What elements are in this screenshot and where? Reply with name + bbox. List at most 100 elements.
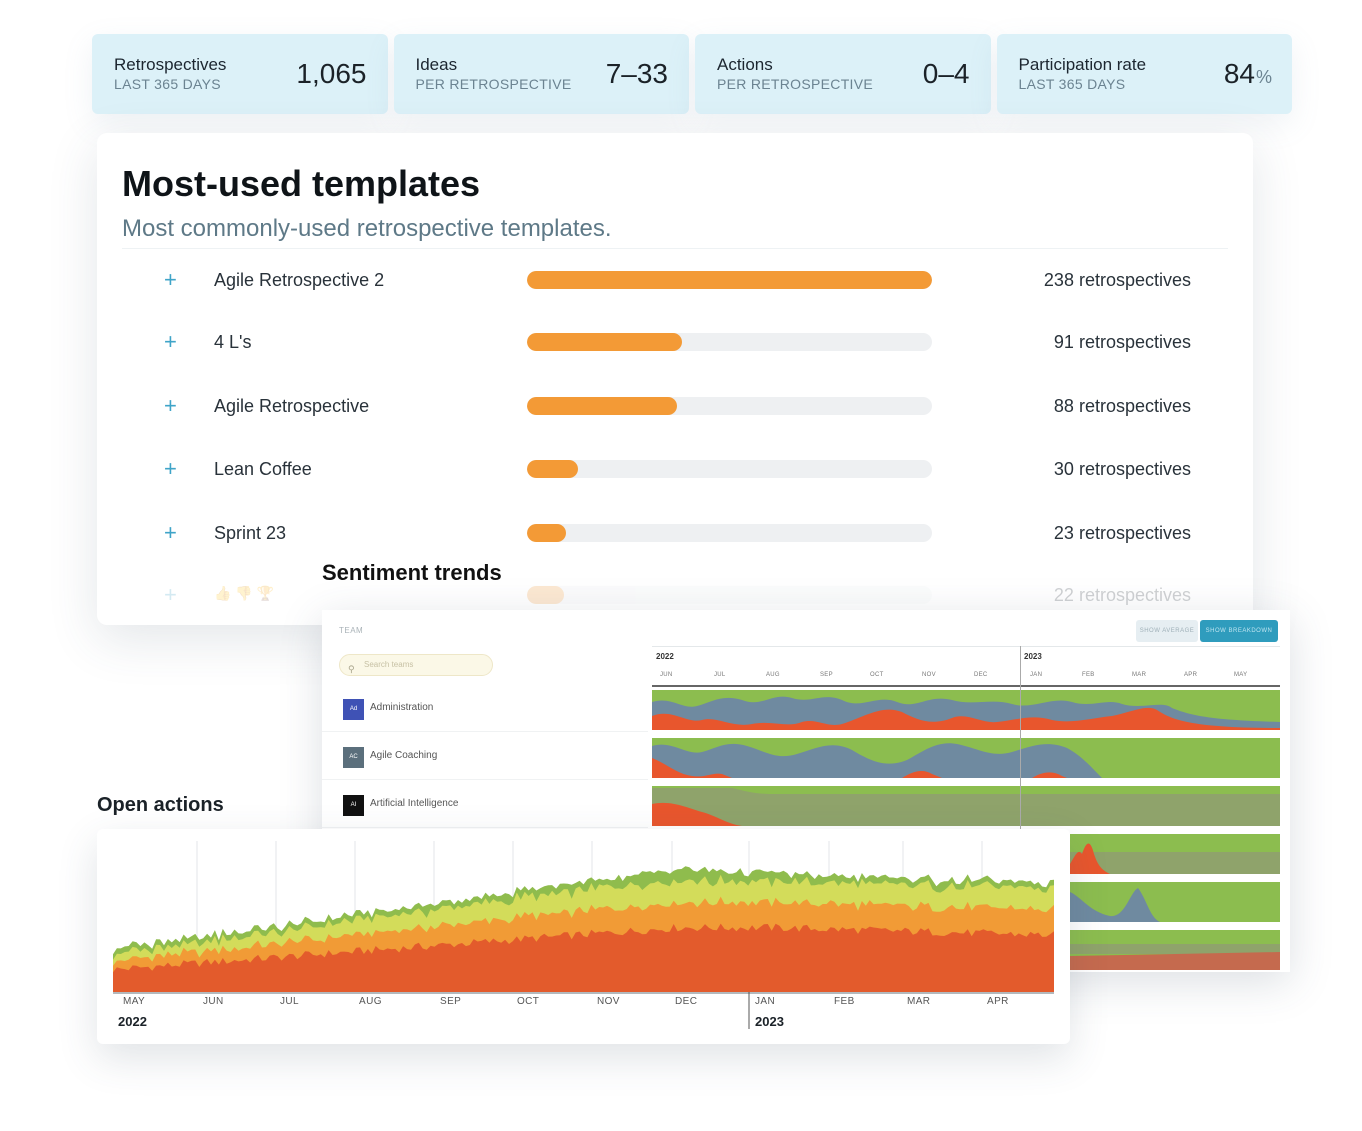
expand-plus-icon[interactable]: +	[164, 456, 177, 481]
templates-title: Most-used templates	[122, 163, 481, 204]
stat-label: Retrospectives	[114, 54, 227, 74]
stat-unit: %	[1255, 67, 1272, 87]
team-row[interactable]: AI Artificial Intelligence	[322, 782, 648, 828]
template-usage-bar	[527, 271, 932, 289]
stat-sublabel: LAST 365 DAYS	[1018, 75, 1126, 92]
expand-plus-icon[interactable]: +	[164, 582, 177, 607]
expand-plus-icon[interactable]: +	[164, 329, 177, 354]
template-name: Agile Retrospective 2	[214, 270, 385, 290]
month-label: APR	[987, 996, 1009, 1007]
month-label: JUN	[660, 672, 673, 678]
expand-plus-icon[interactable]: +	[164, 520, 177, 545]
sentiment-stream-artificial-intelligence	[652, 786, 1280, 826]
template-row[interactable]: + Lean Coffee 30 retrospectives	[97, 454, 1253, 484]
template-usage-fill	[527, 271, 932, 289]
divider	[122, 248, 1228, 249]
expand-plus-icon[interactable]: +	[164, 267, 177, 292]
template-usage-fill	[527, 397, 677, 415]
template-row[interactable]: + Agile Retrospective 88 retrospectives	[97, 391, 1253, 421]
series-red	[113, 923, 1054, 992]
template-usage-fill	[527, 460, 579, 478]
month-label: MAR	[907, 996, 931, 1007]
stat-value: 84	[1223, 58, 1255, 89]
stat-card-actions: Actions PER RETROSPECTIVE 0–4	[695, 34, 991, 114]
template-row[interactable]: + 4 L's 91 retrospectives	[97, 327, 1253, 357]
template-row[interactable]: + Agile Retrospective 2 238 retrospectiv…	[97, 265, 1253, 295]
month-label: NOV	[922, 672, 936, 678]
template-name: 👍👎🏆	[214, 585, 279, 601]
team-avatar: AC	[343, 747, 364, 768]
template-usage-fill	[527, 333, 682, 351]
neutral-band	[1070, 944, 1280, 954]
team-search-input[interactable]: ⚲ Search teams	[339, 654, 493, 676]
month-label: OCT	[517, 996, 540, 1007]
template-name: Sprint 23	[214, 523, 287, 543]
open-actions-chart	[113, 841, 1054, 1029]
template-count: 88 retrospectives	[1053, 396, 1191, 416]
stat-label: Ideas	[415, 54, 458, 74]
show-average-button[interactable]: SHOW AVERAGE	[1136, 620, 1198, 642]
open-actions-title: Open actions	[97, 794, 224, 816]
stat-label: Actions	[717, 54, 773, 74]
template-usage-bar	[527, 333, 932, 351]
template-count: 91 retrospectives	[1053, 332, 1191, 352]
month-label: FEB	[1082, 672, 1095, 678]
sentiment-stream-administration	[652, 690, 1280, 730]
stat-sublabel: PER RETROSPECTIVE	[415, 75, 572, 92]
timeline-line	[652, 646, 1280, 647]
sentiment-trends-title: Sentiment trends	[322, 560, 502, 585]
open-actions-card: MAY JUN JUL AUG SEP OCT NOV DEC JAN FEB MAR APR 202…	[97, 829, 1070, 1044]
templates-subtitle: Most commonly-used retrospective templat…	[122, 215, 612, 242]
template-usage-fill	[527, 586, 565, 604]
search-icon: ⚲	[348, 664, 355, 674]
month-label: JAN	[1030, 672, 1043, 678]
show-breakdown-button[interactable]: SHOW BREAKDOWN	[1200, 620, 1278, 642]
sentiment-stream-team-4	[1070, 834, 1280, 874]
template-count: 22 retrospectives	[1053, 585, 1191, 605]
template-usage-bar	[527, 586, 932, 604]
positive-band	[652, 786, 1280, 794]
templates-card: Most-used templates Most commonly-used r…	[97, 133, 1253, 625]
team-name: Artificial Intelligence	[370, 798, 459, 809]
year-label: 2022	[118, 1014, 147, 1029]
template-usage-bar	[527, 397, 932, 415]
month-label: SEP	[440, 996, 462, 1007]
stat-sublabel: LAST 365 DAYS	[114, 75, 221, 92]
sentiment-stream-agile-coaching	[652, 738, 1280, 778]
template-usage-bar	[527, 460, 932, 478]
team-column-label: TEAM	[339, 626, 364, 635]
template-row[interactable]: + Sprint 23 23 retrospectives	[97, 518, 1253, 548]
template-count: 30 retrospectives	[1053, 459, 1191, 479]
stat-value: 0–4	[922, 58, 970, 89]
expand-plus-icon[interactable]: +	[164, 393, 177, 418]
team-avatar: AI	[343, 795, 364, 816]
year-label: 2022	[656, 652, 674, 661]
stat-card-ideas: Ideas PER RETROSPECTIVE 7–33	[393, 34, 689, 114]
month-label: AUG	[766, 672, 780, 678]
team-row[interactable]: Ad Administration	[322, 686, 648, 732]
year-label: 2023	[1024, 652, 1042, 661]
stat-card-participation-rate: Participation rate LAST 365 DAYS 84%	[996, 34, 1292, 114]
team-row[interactable]: AC Agile Coaching	[322, 734, 648, 780]
month-label: APR	[1184, 672, 1198, 678]
month-label: NOV	[597, 996, 620, 1007]
template-row[interactable]: + 👍👎🏆 22 retrospectives	[97, 580, 1253, 610]
year-divider	[1020, 646, 1021, 846]
month-label: JUL	[714, 672, 726, 678]
month-label: JUN	[203, 996, 224, 1007]
template-count: 238 retrospectives	[1043, 270, 1191, 290]
stat-sublabel: PER RETROSPECTIVE	[717, 75, 874, 92]
template-name: 4 L's	[214, 332, 252, 352]
month-label: DEC	[675, 996, 698, 1007]
month-label: DEC	[974, 672, 988, 678]
neutral-band	[652, 743, 1280, 778]
month-label: JAN	[755, 996, 776, 1007]
sentiment-stream-team-6	[1070, 930, 1280, 970]
negative-band	[652, 802, 742, 826]
search-placeholder: Search teams	[364, 660, 414, 669]
year-label: 2023	[755, 1014, 784, 1029]
negative-band	[1070, 843, 1110, 874]
month-label: MAY	[1234, 672, 1248, 678]
template-usage-bar	[527, 524, 932, 542]
negative-band	[1070, 952, 1280, 970]
